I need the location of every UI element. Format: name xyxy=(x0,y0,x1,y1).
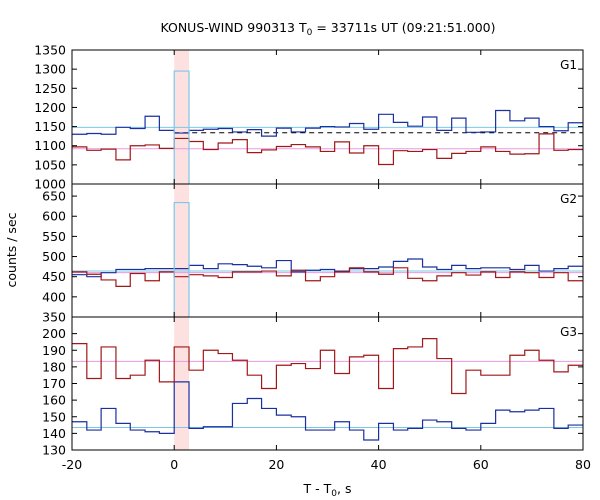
y-tick-label: 600 xyxy=(42,209,66,224)
x-tick-label: 80 xyxy=(575,457,591,472)
y-tick-label: 130 xyxy=(42,443,66,458)
y-tick-label: 1000 xyxy=(34,177,66,192)
series-step-line xyxy=(72,133,583,166)
y-tick-label: 650 xyxy=(42,189,66,204)
y-tick-label: 170 xyxy=(42,376,66,391)
trigger-band xyxy=(174,317,190,450)
panel-label: G2 xyxy=(560,192,577,206)
series-step-line xyxy=(72,258,583,278)
y-tick-label: 350 xyxy=(42,310,66,325)
y-tick-label: 1100 xyxy=(34,138,66,153)
axis-labels: -20 0 20 40 60 80 T - T0, s counts / sec xyxy=(4,212,591,499)
y-tick-label: 190 xyxy=(42,343,66,358)
panel-g1: 1000 1050 1100 1150 1200 1250 1300 1350 G1 xyxy=(34,43,584,192)
y-tick-label: 400 xyxy=(42,289,66,304)
y-tick-label: 500 xyxy=(42,249,66,264)
panel-frame xyxy=(71,183,584,318)
y-tick-label: 160 xyxy=(42,393,66,408)
series-step-line xyxy=(72,338,583,395)
y-tick-label: 1350 xyxy=(34,43,66,58)
y-tick-label: 1050 xyxy=(34,157,66,172)
y-tick-label: 140 xyxy=(42,426,66,441)
series-step-line xyxy=(72,109,583,137)
panel-frame xyxy=(71,49,584,185)
y-tick-label: 550 xyxy=(42,229,66,244)
chart-title-text: KONUS-WIND 990313 T0 = 33711s UT (09:21:… xyxy=(160,20,495,38)
x-axis-title: T - T0, s xyxy=(303,481,352,499)
y-tick-label: 450 xyxy=(42,269,66,284)
trigger-band xyxy=(174,50,190,184)
y-tick-label: 150 xyxy=(42,409,66,424)
y-tick-label: 1150 xyxy=(34,119,66,134)
chart-title: KONUS-WIND 990313 T0 = 33711s UT (09:21:… xyxy=(160,20,495,38)
y-tick-label: 1250 xyxy=(34,81,66,96)
plot-panels: 1000 1050 1100 1150 1200 1250 1300 1350 G1 350 400… xyxy=(34,43,584,458)
series-step-line xyxy=(173,70,190,184)
series-step-line xyxy=(173,201,190,317)
x-tick-label: -20 xyxy=(62,457,82,472)
series-step-line xyxy=(72,381,583,441)
panel-label: G1 xyxy=(560,58,577,72)
panel-plot-area xyxy=(72,184,583,317)
y-tick-label: 1300 xyxy=(34,62,66,77)
y-tick-label: 180 xyxy=(42,359,66,374)
panel-plot-area xyxy=(72,317,583,450)
panel-g2: 350 400 450 500 550 600 650 G2 xyxy=(42,183,584,325)
y-axis-title: counts / sec xyxy=(4,212,19,287)
y-tick-label: 200 xyxy=(42,326,66,341)
y-tick-label: 1200 xyxy=(34,100,66,115)
x-tick-label: 60 xyxy=(473,457,489,472)
x-tick-label: 40 xyxy=(371,457,387,472)
trigger-band xyxy=(174,184,190,317)
panel-label: G3 xyxy=(560,325,577,339)
x-tick-label: 0 xyxy=(170,457,178,472)
series-step-line xyxy=(72,267,583,287)
panel-plot-area xyxy=(72,50,583,184)
x-tick-label: 20 xyxy=(268,457,284,472)
